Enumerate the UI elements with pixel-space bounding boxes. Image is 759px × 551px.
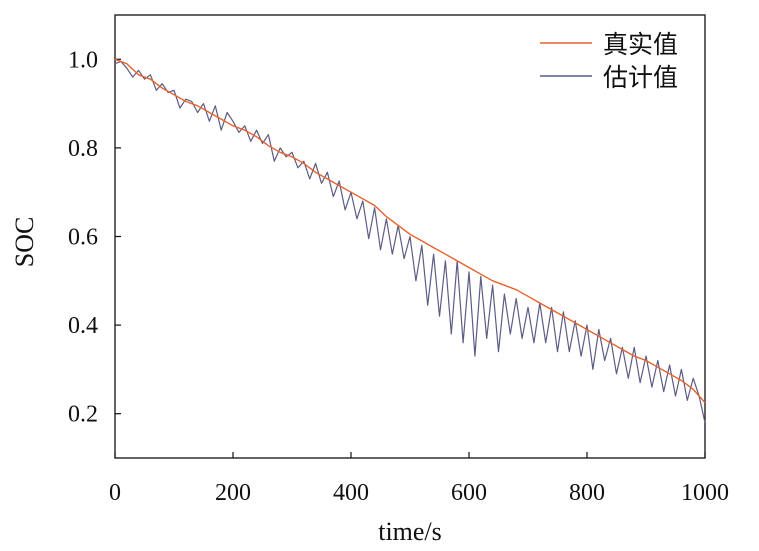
y-tick-label: 0.4 <box>68 313 98 339</box>
x-axis-title: time/s <box>378 517 442 546</box>
x-tick-label: 600 <box>451 480 487 506</box>
x-tick-label: 200 <box>215 480 251 506</box>
y-tick-label: 0.2 <box>68 402 98 428</box>
x-tick-label: 400 <box>333 480 369 506</box>
y-axis-title: SOC <box>10 217 39 268</box>
y-tick-label: 0.6 <box>68 225 98 251</box>
x-tick-label: 1000 <box>681 480 729 506</box>
x-tick-label: 800 <box>569 480 605 506</box>
axis-ticks: 0 200 400 600 800 1000 0.2 0.4 0.6 0.8 1.0 <box>68 47 729 506</box>
y-tick-label: 0.8 <box>68 136 98 162</box>
legend-label: 估计值 <box>603 63 678 92</box>
series-line-true-value <box>114 58 706 404</box>
series-line-estimate <box>114 60 706 423</box>
y-tick-label: 1.0 <box>68 47 98 73</box>
series-lines <box>114 58 706 423</box>
x-tick-label: 0 <box>109 480 121 506</box>
legend-label: 真实值 <box>603 30 678 59</box>
